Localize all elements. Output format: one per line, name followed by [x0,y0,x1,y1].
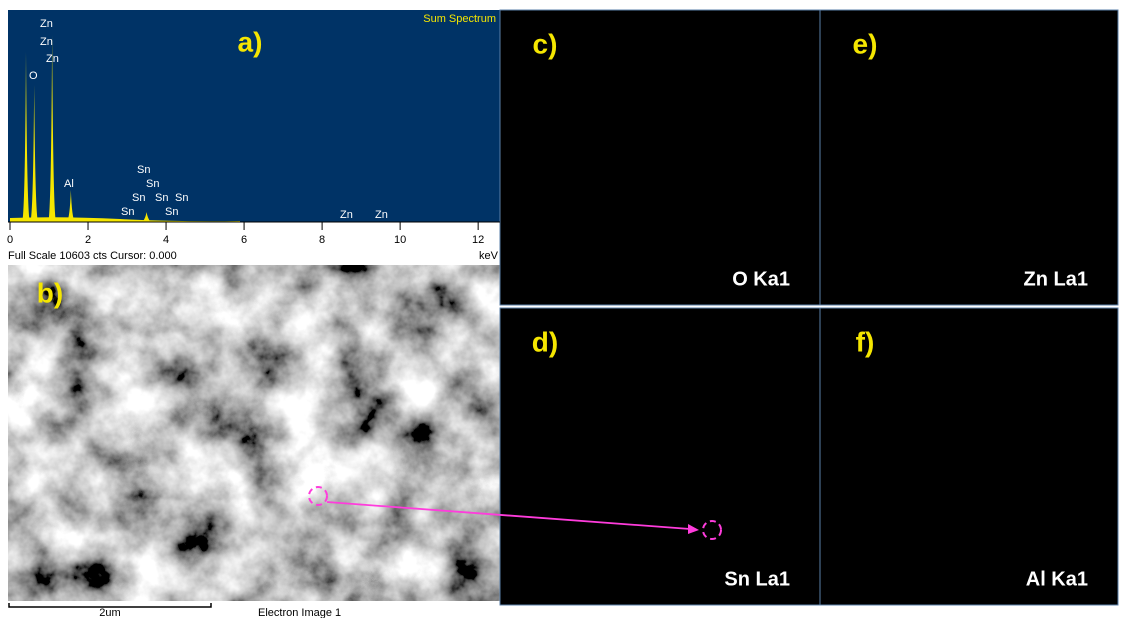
peak-label: Sn [175,192,188,204]
x-unit: keV [479,250,499,262]
peak-label: Zn [46,53,59,65]
x-tick-label: 12 [472,234,484,246]
spectrum-peak [142,212,151,222]
spectrum-footer: Full Scale 10603 cts Cursor: 0.000 [8,250,177,262]
x-tick-label: 10 [394,234,406,246]
image-caption: Electron Image 1 [258,607,341,618]
sem-image [8,265,500,601]
element-label: Sn La1 [724,568,790,590]
spectrum-peak [48,35,57,223]
panel-label: d) [532,326,558,357]
element-label: Al Ka1 [1026,568,1088,590]
element-map [820,10,1118,305]
x-tick-label: 6 [241,234,247,246]
spectrum-peak [66,189,75,222]
element-map [500,308,820,605]
element-map [500,10,820,305]
panel-label: e) [853,28,878,59]
peak-label: Sn [146,178,159,190]
scale-bar-label: 2um [99,607,120,618]
peak-label: Sn [155,192,168,204]
spectrum-axis-area [8,222,500,262]
spectrum-plot [8,10,500,222]
panel-label: a) [238,26,263,57]
peak-label: Sn [137,164,150,176]
spectrum-title: Sum Spectrum [423,13,496,25]
x-tick-label: 4 [163,234,169,246]
x-tick-label: 0 [7,234,13,246]
peak-label: Zn [40,36,53,48]
arrow-line [326,501,691,530]
marker-circle [308,486,328,506]
peak-label: Sn [132,192,145,204]
marker-circle [702,520,722,540]
spectrum-peak [21,52,30,223]
element-label: O Ka1 [732,268,790,290]
panel-label: c) [533,28,558,59]
peak-label: Al [64,178,74,190]
element-label: Zn La1 [1024,268,1088,290]
map-border [819,9,1119,306]
peak-label: Sn [165,206,178,218]
peak-label: Sn [121,206,134,218]
x-tick-label: 8 [319,234,325,246]
peak-label: Zn [375,209,388,221]
peak-label: O [29,70,38,82]
peak-label: Zn [40,18,53,30]
panel-label: f) [856,326,875,357]
spectrum-peak [30,84,39,222]
spectrum-background [10,217,240,222]
panel-label: b) [37,277,63,308]
element-map [820,308,1118,605]
arrow-head [688,524,699,534]
x-tick-label: 2 [85,234,91,246]
peak-label: Zn [340,209,353,221]
map-border [819,307,1119,606]
scale-bar [8,603,212,608]
